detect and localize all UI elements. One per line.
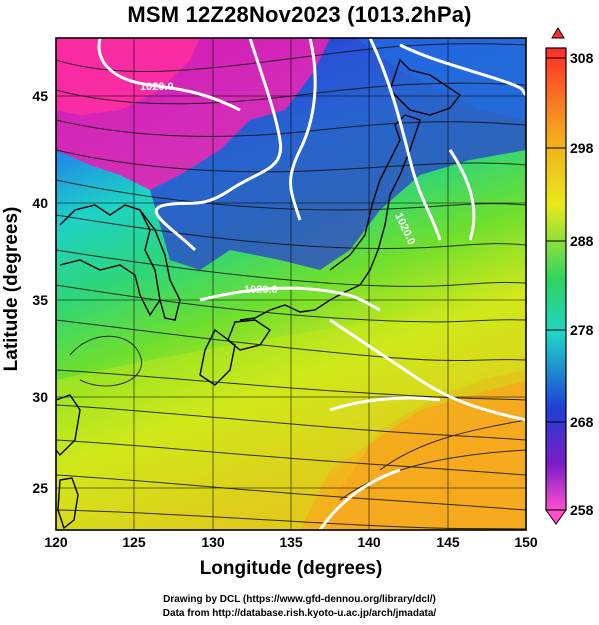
y-tick-label: 35 [32,292,48,308]
colorbar [545,27,567,525]
isobar-label: 1020.0 [140,81,174,93]
colorbar-tick-label: 268 [570,414,594,430]
isobar-label: 1020.0 [244,284,278,296]
x-tick-label: 120 [44,534,68,550]
x-axis-label: Longitude (degrees) [199,558,383,579]
y-tick-label: 45 [32,88,48,104]
y-tick-label: 25 [32,480,48,496]
y-tick-label: 40 [32,195,48,211]
y-tick-label: 30 [32,389,48,405]
credit-drawing: Drawing by DCL (https://www.gfd-dennou.o… [163,594,436,605]
map-title: MSM 12Z28Nov2023 (1013.2hPa) [127,2,472,27]
x-tick-label: 130 [201,534,225,550]
colorbar-tick-label: 288 [570,233,594,249]
x-tick-label: 150 [514,534,538,550]
y-axis-label: Latitude (degrees) [1,206,22,372]
isobars [97,38,526,530]
wind-streamlines [56,43,526,530]
credit-data-source: Data from http://database.rish.kyoto-u.a… [162,608,437,619]
colorbar-tick-label: 308 [570,50,594,66]
plot-frame [55,37,527,531]
x-tick-label: 135 [279,534,303,550]
colorbar-tick-label: 298 [570,140,594,156]
colorbar-tick-label: 258 [570,502,594,518]
x-tick-label: 125 [122,534,146,550]
x-tick-label: 145 [436,534,460,550]
colorbar-tick-label: 278 [570,322,594,338]
x-tick-label: 140 [357,534,381,550]
